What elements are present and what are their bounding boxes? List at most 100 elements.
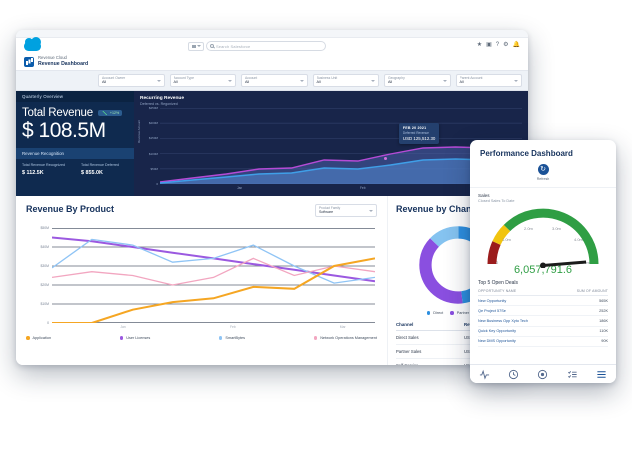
filter-account-owner[interactable]: Account Owner All xyxy=(98,74,165,87)
total-revenue-label: Total Revenue xyxy=(22,107,93,119)
clock-icon[interactable] xyxy=(508,369,519,380)
recurring-revenue-panel: Recurring Revenue Deferred vs. Regonized… xyxy=(134,91,528,196)
legend-item-network-ops[interactable]: Network Operations Management xyxy=(313,336,377,340)
quarterly-overview-header: Quarterly Overview xyxy=(16,91,134,102)
dashboard-bottom-row: Revenue By Product Product Family Softwa… xyxy=(16,196,528,365)
recurring-revenue-svg xyxy=(159,108,523,184)
list-item[interactable]: Qe Project 57Se 252K xyxy=(478,306,608,317)
filter-parent-account[interactable]: Parent Account All xyxy=(455,74,522,87)
y-tick: $20M xyxy=(40,283,49,287)
deal-name[interactable]: Qe Project 57Se xyxy=(478,308,506,313)
chevron-down-icon xyxy=(228,80,232,82)
list-item[interactable]: New Business Opp Xyto Tech 186K xyxy=(478,316,608,327)
list-icon[interactable] xyxy=(567,369,578,380)
deal-name[interactable]: New DMS Opportunity xyxy=(478,339,516,344)
filter-account-type[interactable]: Account Type All xyxy=(169,74,236,87)
filter-label: Business Unit xyxy=(316,76,338,80)
sales-subtitle: Closed Sales To Date xyxy=(478,199,515,203)
salesforce-cloud-icon[interactable] xyxy=(24,37,41,51)
revenue-by-product-svg xyxy=(51,228,376,324)
revenue-by-channel-title: Revenue by Channel xyxy=(396,204,485,214)
deal-name[interactable]: New Opportunity xyxy=(478,298,507,303)
filter-account[interactable]: Account All xyxy=(241,74,308,87)
filter-value: All xyxy=(459,80,464,85)
revenue-by-product-card: Revenue By Product Product Family Softwa… xyxy=(16,196,388,365)
x-tick: Jan xyxy=(237,186,243,190)
top-deals-title: Top 5 Open Deals xyxy=(478,280,519,286)
notifications-icon[interactable]: 🔔 xyxy=(512,42,520,48)
scope-selector-icon[interactable] xyxy=(188,41,204,51)
search-input-box[interactable]: Search Salesforce xyxy=(206,41,326,51)
help-icon[interactable]: ? xyxy=(495,42,500,48)
settings-icon[interactable]: ⚙ xyxy=(503,42,509,48)
legend-label: Application xyxy=(32,336,52,340)
cell-channel: Partner Sales xyxy=(396,349,422,354)
y-tick: 0 xyxy=(47,321,49,325)
x-tick: Mar xyxy=(339,325,346,329)
legend-swatch-icon xyxy=(119,336,124,340)
product-family-selector[interactable]: Product Family Software xyxy=(315,204,377,217)
cell-value: $ 112.5K xyxy=(22,170,44,177)
selector-value: Software xyxy=(319,210,334,214)
legend-item-smartbytes[interactable]: SmartBytes xyxy=(218,336,246,340)
trend-up-icon xyxy=(100,111,108,115)
y-tick: $150M xyxy=(148,136,158,141)
y-tick: $30M xyxy=(40,264,49,268)
svg-text:2.0m: 2.0m xyxy=(524,226,534,231)
list-item[interactable]: New DMS Opportunity 90K xyxy=(478,337,608,347)
refresh-button[interactable]: ↻ Refresh xyxy=(470,164,616,188)
global-header: Search Salesforce ★ ▣ ? ⚙ 🔔 xyxy=(16,37,528,54)
menu-icon[interactable] xyxy=(596,369,607,380)
mobile-bottom-nav xyxy=(470,364,616,383)
column-header-channel[interactable]: Channel xyxy=(396,322,414,327)
top-deals-section: Top 5 Open Deals OPPORTUNITY NAME SUM OF… xyxy=(470,276,616,347)
sales-gauge: 0 1.0m 2.0m 3.0m 4.0m 5.0m xyxy=(480,206,606,269)
legend-swatch-icon xyxy=(313,336,318,340)
legend-swatch-icon xyxy=(426,311,431,315)
deal-name[interactable]: New Business Opp Xyto Tech xyxy=(478,318,528,323)
legend-item-partner[interactable]: Partner xyxy=(450,311,469,315)
revenue-recognized-cell: Total Revenue Recognized $ 112.5K xyxy=(16,159,75,180)
global-search[interactable]: Search Salesforce xyxy=(188,41,326,51)
activity-icon[interactable] xyxy=(479,369,490,380)
search-placeholder: Search Salesforce xyxy=(216,43,251,49)
target-icon[interactable] xyxy=(537,369,548,380)
y-tick: $50M xyxy=(150,166,158,171)
total-revenue-row: Total Revenue +12% xyxy=(16,102,134,119)
list-item[interactable]: New Opportunity 565K xyxy=(478,296,608,307)
revenue-by-product-title: Revenue By Product xyxy=(26,204,115,214)
legend-item-application[interactable]: Application xyxy=(26,336,51,340)
legend-item-direct[interactable]: Direct xyxy=(426,311,443,315)
chevron-down-icon xyxy=(156,80,161,82)
legend-label: SmartBytes xyxy=(225,336,246,340)
filter-geography[interactable]: Geography All xyxy=(384,74,451,87)
column-header-opportunity[interactable]: OPPORTUNITY NAME xyxy=(478,289,517,293)
recurring-revenue-ylabel: Revenue Amount xyxy=(137,119,141,143)
y-tick: $50M xyxy=(40,226,49,230)
deal-name[interactable]: Quick Key Opportunity xyxy=(478,329,516,334)
y-tick: $40M xyxy=(40,245,49,249)
svg-text:4.0m: 4.0m xyxy=(574,237,584,242)
recurring-revenue-chart: $250M $200M $150M $100M $50M 0 Jan Feb M… xyxy=(149,106,523,190)
legend-item-user-licenses[interactable]: User Licenses xyxy=(119,336,150,340)
tooltip-value: USD 125,512.30 xyxy=(402,136,436,142)
window-titlebar xyxy=(16,30,528,38)
revenue-recognition-cells: Total Revenue Recognized $ 112.5K Total … xyxy=(16,159,134,180)
column-header-amount[interactable]: SUM OF AMOUNT xyxy=(576,289,608,293)
favorites-icon[interactable]: ★ xyxy=(476,42,483,48)
sales-section: Sales Closed Sales To Date xyxy=(470,188,616,203)
filter-value: All xyxy=(245,80,250,85)
chart-tooltip: FEB 20 2021 Deferred Revenue USD 125,512… xyxy=(398,123,440,145)
revenue-by-product-chart: $50M $40M $30M $20M $10M 0 Jan Feb Mar xyxy=(41,226,376,329)
deals-header-row: OPPORTUNITY NAME SUM OF AMOUNT xyxy=(478,286,608,296)
list-item[interactable]: Quick Key Opportunity 110K xyxy=(478,327,608,337)
filter-value: All xyxy=(316,80,321,85)
legend-swatch-icon xyxy=(450,311,454,315)
refresh-icon: ↻ xyxy=(537,164,549,175)
setup-icon[interactable]: ▣ xyxy=(486,42,492,48)
gauge-value: 6,057,791.6 xyxy=(513,264,573,276)
revenue-recognition-header: Revenue Recognition xyxy=(16,148,134,159)
tooltip-anchor-dot xyxy=(384,156,388,160)
filter-business-unit[interactable]: Business Unit All xyxy=(312,74,379,87)
